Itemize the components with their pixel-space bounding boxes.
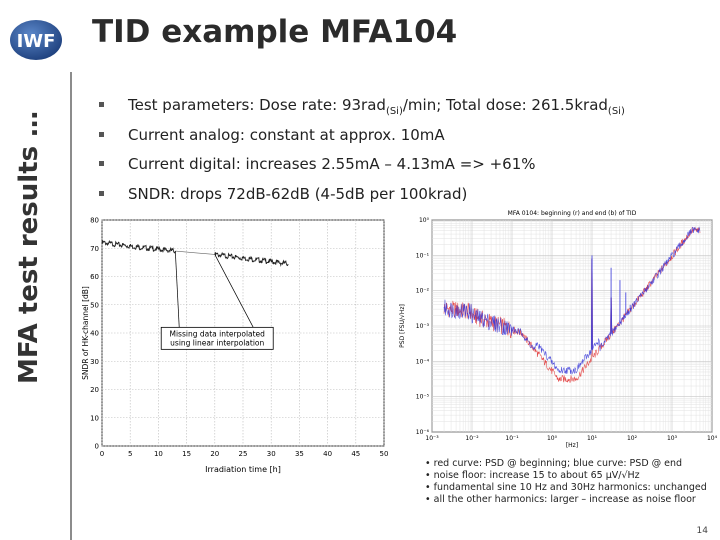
bullet-label: SNDR xyxy=(128,184,171,203)
y-tick-label: 10⁻⁶ xyxy=(416,429,430,436)
y-tick-label: 80 xyxy=(90,217,99,225)
psd-chart: MFA 0104: beginning (r) and end (b) of T… xyxy=(396,206,718,451)
sndr-chart-xlabel: Irradiation time [h] xyxy=(205,465,281,474)
sndr-series-line xyxy=(175,250,215,255)
bullet-label: Current analog xyxy=(128,125,240,144)
x-tick-label: 10³ xyxy=(667,435,678,442)
bullet-label: Test parameters xyxy=(128,96,250,114)
y-tick-label: 10 xyxy=(90,414,99,422)
y-tick-label: 30 xyxy=(90,358,99,366)
bullet-marker xyxy=(99,161,104,166)
y-tick-label: 10⁻³ xyxy=(416,323,430,330)
note-item: • all the other harmonics: larger – incr… xyxy=(425,494,696,505)
y-tick-label: 10⁻⁴ xyxy=(416,358,430,365)
x-tick-label: 10⁴ xyxy=(707,435,718,442)
x-tick-label: 20 xyxy=(210,450,219,458)
psd-chart-xlabel: [Hz] xyxy=(566,442,578,449)
annotation-pointer xyxy=(174,251,180,328)
bullet-marker xyxy=(99,190,104,196)
notes-list: • red curve: PSD @ beginning; blue curve… xyxy=(425,458,707,506)
y-tick-label: 20 xyxy=(90,386,99,394)
x-tick-label: 30 xyxy=(267,450,276,458)
annotation-line-1: Missing data interpolated xyxy=(169,329,265,338)
logo-text: IWF xyxy=(17,31,56,52)
psd-chart-svg: MFA 0104: beginning (r) and end (b) of T… xyxy=(399,210,718,449)
bullet-marker xyxy=(99,102,104,107)
y-tick-label: 10⁻⁵ xyxy=(416,394,430,401)
psd-chart-title: MFA 0104: beginning (r) and end (b) of T… xyxy=(508,210,637,217)
annotation-pointer xyxy=(214,254,254,328)
slide-title: TID example MFA104 xyxy=(92,14,458,50)
note-item: • fundamental sine 10 Hz and 30Hz harmon… xyxy=(425,482,707,493)
bullet-current-analog: Current analog: constant at approx. 10mA xyxy=(95,126,715,156)
x-tick-label: 10⁻³ xyxy=(425,435,439,442)
x-tick-label: 10⁰ xyxy=(547,435,558,442)
x-tick-label: 45 xyxy=(351,450,360,458)
bullet-label: Current digital xyxy=(128,155,236,173)
bullet-current-digital: Current digital: increases 2.55mA – 4.13… xyxy=(95,155,715,185)
iwf-logo: IWF xyxy=(8,18,64,62)
sndr-chart: 0 5 10 15 20 25 30 35 40 45 50 0 10 20 30 40 50 60 70 80 Mi… xyxy=(80,210,392,476)
divider-line xyxy=(70,72,72,540)
side-title: MFA test results … xyxy=(14,110,44,384)
sndr-series-line xyxy=(101,239,176,254)
sndr-chart-ylabel: SNDR of HK-channel [dB] xyxy=(81,286,90,380)
x-tick-label: 50 xyxy=(380,450,389,458)
bullet-list: Test parameters: Dose rate: 93rad(Si)/mi… xyxy=(95,96,715,214)
psd-chart-series xyxy=(443,226,701,383)
note-item: • red curve: PSD @ beginning; blue curve… xyxy=(425,458,683,469)
page-number: 14 xyxy=(696,526,708,536)
x-tick-label: 15 xyxy=(182,450,191,458)
x-tick-label: 5 xyxy=(128,450,132,458)
sndr-chart-annotation: Missing data interpolated using linear i… xyxy=(160,251,274,350)
sndr-chart-ticks: 0 5 10 15 20 25 30 35 40 45 50 0 10 20 30 40 50 60 70 80 xyxy=(90,217,388,459)
x-tick-label: 10⁻¹ xyxy=(505,435,519,442)
bullet-sndr: SNDR: drops 72dB-62dB (4-5dB per 100krad… xyxy=(95,185,715,215)
bullet-test-parameters: Test parameters: Dose rate: 93rad(Si)/mi… xyxy=(95,96,715,126)
y-tick-label: 10⁻² xyxy=(416,288,430,295)
x-tick-label: 0 xyxy=(100,450,104,458)
sndr-series-line xyxy=(214,251,289,267)
sndr-chart-svg: 0 5 10 15 20 25 30 35 40 45 50 0 10 20 30 40 50 60 70 80 Mi… xyxy=(81,217,388,475)
psd-chart-grid xyxy=(431,219,713,433)
x-tick-label: 10¹ xyxy=(587,435,598,442)
x-tick-label: 25 xyxy=(239,450,248,458)
y-tick-label: 10⁰ xyxy=(419,217,430,224)
iwf-logo-graphic: IWF xyxy=(10,20,62,60)
annotation-box xyxy=(160,326,274,350)
psd-chart-ticks: 10⁻³ 10⁻² 10⁻¹ 10⁰ 10¹ 10² 10³ 10⁴ 10⁰ 10⁻¹ 10⁻² 10… xyxy=(416,217,718,442)
note-item: • noise floor: increase 15 to about 65 µ… xyxy=(425,470,640,481)
x-tick-label: 10 xyxy=(154,450,163,458)
y-tick-label: 60 xyxy=(90,273,99,281)
psd-series-end xyxy=(443,226,701,375)
y-tick-label: 0 xyxy=(95,443,99,451)
x-tick-label: 35 xyxy=(295,450,304,458)
psd-chart-ylabel: PSD [FSU/√Hz] xyxy=(399,304,406,348)
y-tick-label: 10⁻¹ xyxy=(416,252,430,259)
x-tick-label: 40 xyxy=(323,450,332,458)
x-tick-label: 10⁻² xyxy=(465,435,479,442)
bullet-marker xyxy=(99,131,104,137)
sndr-chart-series xyxy=(101,239,289,267)
y-tick-label: 50 xyxy=(90,301,99,309)
x-tick-label: 10² xyxy=(627,435,638,442)
y-tick-label: 40 xyxy=(90,330,99,338)
annotation-line-2: using linear interpolation xyxy=(170,338,264,347)
y-tick-label: 70 xyxy=(90,245,99,253)
